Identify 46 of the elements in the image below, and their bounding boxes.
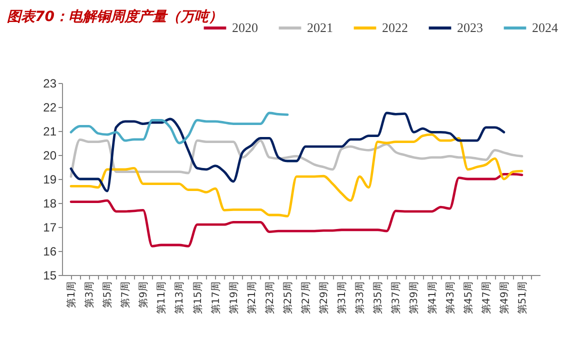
x-tick-label: 第37周 xyxy=(390,282,402,314)
x-tick-label: 第11周 xyxy=(156,282,168,314)
y-tick-label: 17 xyxy=(43,220,57,234)
y-tick-label: 16 xyxy=(43,244,57,258)
line-series xyxy=(70,133,524,218)
legend-label: 2020 xyxy=(232,20,258,35)
x-tick-label: 第7周 xyxy=(120,282,132,308)
x-tick-label: 第23周 xyxy=(264,282,276,314)
x-tick-label: 第51周 xyxy=(516,282,528,314)
legend-label: 2022 xyxy=(382,20,408,35)
x-tick-label: 第19周 xyxy=(228,282,240,314)
x-tick-label: 第21周 xyxy=(246,282,258,314)
x-tick-label: 第31周 xyxy=(336,282,348,314)
x-tick-label: 第45周 xyxy=(462,282,474,314)
y-tick-label: 20 xyxy=(43,148,57,162)
x-tick-label: 第1周 xyxy=(66,282,78,308)
x-tick-label: 第47周 xyxy=(480,282,492,314)
x-tick-label: 第25周 xyxy=(282,282,294,314)
legend-label: 2021 xyxy=(307,20,333,35)
y-tick-label: 21 xyxy=(43,124,57,138)
x-tick-label: 第27周 xyxy=(300,282,312,314)
line-series xyxy=(70,112,289,144)
y-tick-label: 23 xyxy=(43,76,57,90)
y-tick-label: 15 xyxy=(43,268,57,282)
line-series xyxy=(70,173,524,248)
x-tick-label: 第5周 xyxy=(102,282,114,308)
x-tick-label: 第15周 xyxy=(192,282,204,314)
legend-label: 2024 xyxy=(532,20,558,35)
x-tick-label: 第33周 xyxy=(354,282,366,314)
line-series xyxy=(70,112,506,192)
x-tick-label: 第17周 xyxy=(210,282,222,314)
y-tick-label: 19 xyxy=(43,172,57,186)
y-tick-label: 22 xyxy=(43,100,57,114)
x-tick-label: 第29周 xyxy=(318,282,330,314)
x-tick-label: 第35周 xyxy=(372,282,384,314)
x-tick-label: 第9周 xyxy=(138,282,150,308)
x-tick-label: 第3周 xyxy=(84,282,96,308)
x-tick-label: 第13周 xyxy=(174,282,186,314)
legend-label: 2023 xyxy=(457,20,483,35)
x-tick-label: 第49周 xyxy=(498,282,510,314)
x-tick-label: 第39周 xyxy=(408,282,420,314)
x-tick-label: 第41周 xyxy=(426,282,438,314)
chart-title: 图表70：电解铜周度产量（万吨） xyxy=(7,8,222,26)
x-tick-label: 第43周 xyxy=(444,282,456,314)
y-tick-label: 18 xyxy=(43,196,57,210)
line-series xyxy=(70,138,524,178)
